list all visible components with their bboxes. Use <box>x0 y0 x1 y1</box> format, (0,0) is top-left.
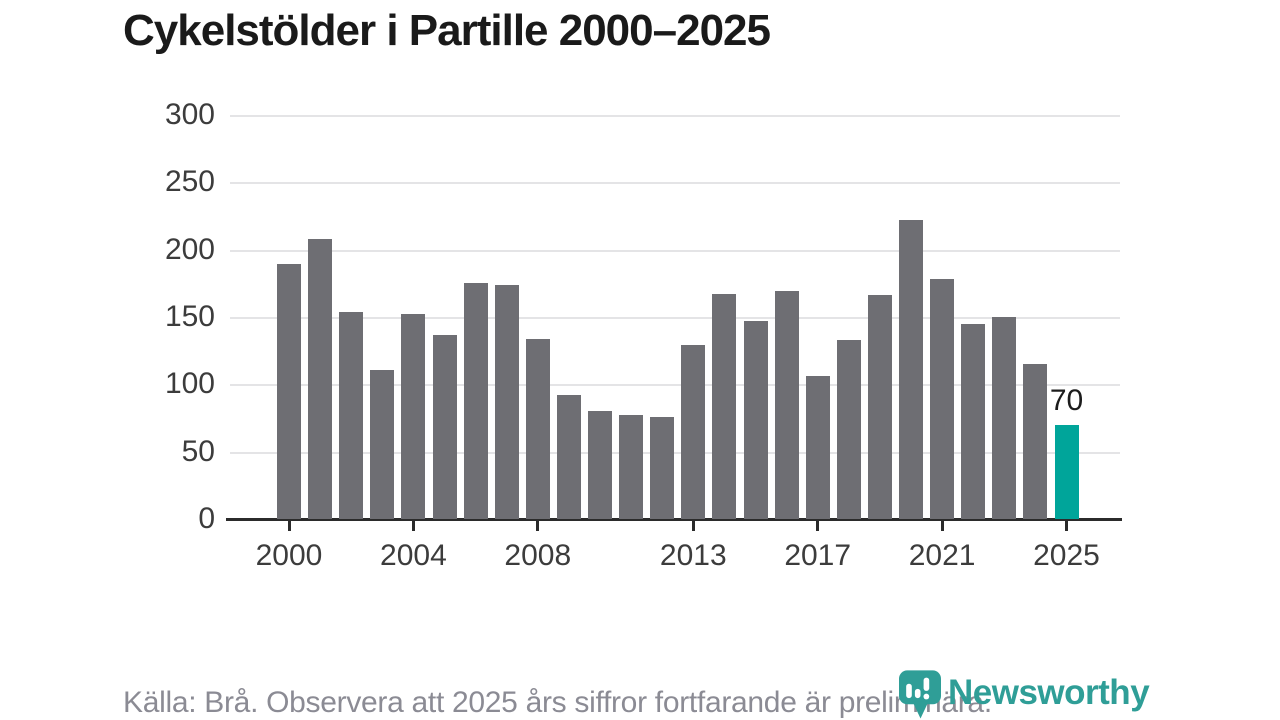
x-tick-2008 <box>536 520 540 531</box>
bar-2002 <box>339 311 364 519</box>
value-label-2025: 70 <box>1049 383 1084 417</box>
bar-2017 <box>805 376 830 519</box>
newsworthy-logo-icon <box>899 670 941 719</box>
plot-area: 0 50 100 150 200 250 300 2000 2004 2008 2013 2017 20… <box>165 99 1122 572</box>
x-tick-2021 <box>940 520 944 531</box>
bar-2024 <box>1023 364 1048 519</box>
newsworthy-wordmark: Newsworthy <box>948 673 1150 712</box>
bar-2009 <box>556 395 581 519</box>
gridline-200 <box>230 249 1120 252</box>
gridline-300 <box>230 115 1120 117</box>
bar-2010 <box>588 411 612 519</box>
chart-title: Cykelstölder i Partille 2000–2025 <box>123 6 771 55</box>
bar-2006 <box>463 283 488 519</box>
source-note: Källa: Brå. Observera att 2025 års siffr… <box>123 686 992 719</box>
bar-2015 <box>743 321 768 519</box>
bar-2023 <box>992 317 1017 519</box>
x-tick-2004 <box>411 520 415 531</box>
x-axis-label-2021: 2021 <box>908 539 976 572</box>
x-tick-2013 <box>691 520 695 531</box>
y-axis-label-0: 0 <box>198 502 215 535</box>
x-axis-label-2008: 2008 <box>504 539 572 572</box>
bar-2014 <box>712 294 737 519</box>
bar-2000 <box>277 264 301 519</box>
x-axis-label-2000: 2000 <box>255 539 323 572</box>
bar-2003 <box>370 369 395 519</box>
y-axis-label-250: 250 <box>164 165 215 199</box>
x-axis-label-2013: 2013 <box>659 539 727 572</box>
y-axis-label-150: 150 <box>164 300 215 333</box>
bar-2004 <box>401 314 426 519</box>
gridline-50 <box>230 451 1120 454</box>
bar-2020 <box>899 220 923 519</box>
x-axis-label-2004: 2004 <box>380 539 447 572</box>
y-axis-label-300: 300 <box>164 98 215 131</box>
bar-2025 <box>1054 424 1079 519</box>
bar-2012 <box>650 416 675 519</box>
gridline-150 <box>230 317 1120 319</box>
bar-2018 <box>836 339 861 519</box>
gridline-250 <box>230 182 1120 185</box>
bar-2011 <box>619 415 644 519</box>
x-axis-label-2017: 2017 <box>784 539 852 572</box>
y-axis-label-50: 50 <box>181 434 215 468</box>
x-tick-2017 <box>816 520 820 531</box>
bar-2022 <box>961 323 986 519</box>
newsworthy-branding: Newsworthy <box>899 666 1269 720</box>
bar-2016 <box>774 291 799 519</box>
y-axis-label-100: 100 <box>164 367 215 401</box>
x-tick-2025 <box>1065 520 1068 531</box>
x-tick-2000 <box>287 520 291 531</box>
bar-2008 <box>525 338 550 519</box>
x-axis-label-2025: 2025 <box>1033 539 1100 572</box>
bar-2021 <box>930 279 955 519</box>
y-axis-label-200: 200 <box>164 232 215 266</box>
bar-2019 <box>867 295 892 519</box>
bar-2005 <box>432 334 457 519</box>
bar-2001 <box>308 238 333 519</box>
bar-2007 <box>494 284 519 519</box>
gridline-100 <box>230 384 1120 387</box>
bar-2013 <box>681 345 706 519</box>
x-axis-line <box>226 518 1122 521</box>
